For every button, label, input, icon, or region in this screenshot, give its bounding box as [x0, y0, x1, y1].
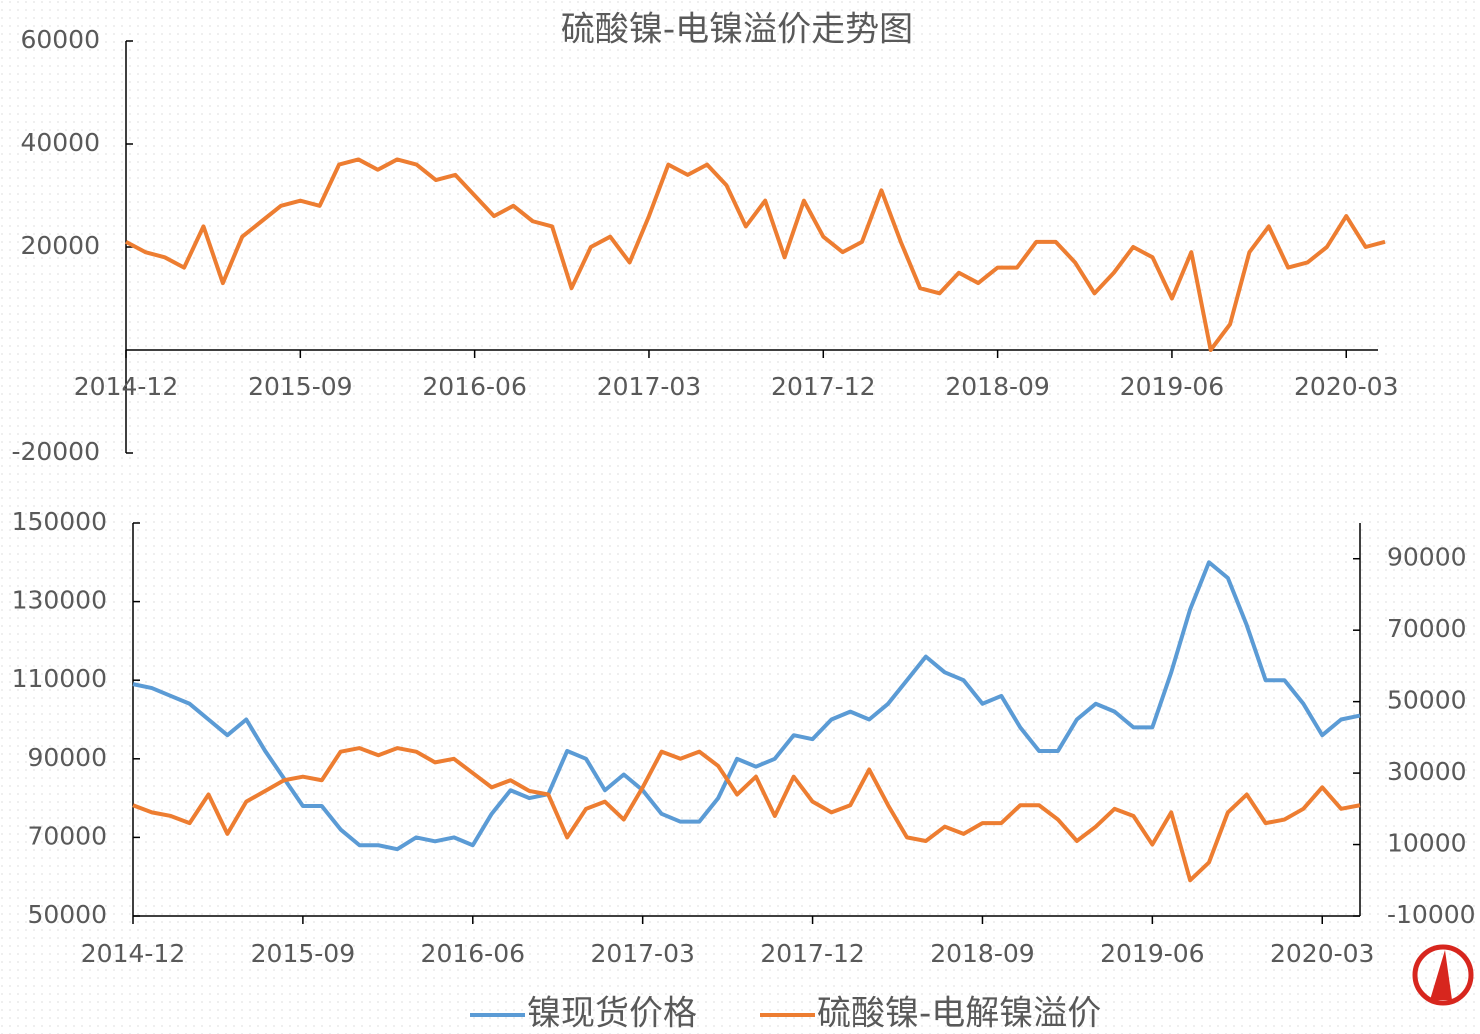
y-tick-label: 50000 — [27, 900, 107, 929]
logo — [1412, 944, 1474, 1006]
data-line — [132, 560, 1361, 852]
y-tick-label: 90000 — [27, 743, 107, 772]
legend-label: 硫酸镍-电解镍溢价 — [817, 994, 1101, 1034]
x-tick-label: 2020-03 — [1270, 939, 1374, 968]
x-tick-label: 2014-12 — [74, 372, 178, 401]
x-tick-label: 2015-09 — [248, 372, 352, 401]
x-tick-label: 2016-06 — [421, 939, 525, 968]
x-tick-label: 2014-12 — [81, 939, 185, 968]
x-tick-label: 2015-09 — [251, 939, 355, 968]
x-tick-label: 2017-03 — [597, 372, 701, 401]
y2-tick-label: 50000 — [1387, 686, 1467, 715]
x-tick-label: 2016-06 — [422, 372, 526, 401]
x-tick-label: 2017-12 — [760, 939, 864, 968]
x-tick-label: 2019-06 — [1120, 372, 1224, 401]
data-line — [132, 746, 1361, 883]
x-tick-label: 2017-03 — [590, 939, 694, 968]
x-tick-label: 2017-12 — [771, 372, 875, 401]
y2-tick-label: 70000 — [1387, 614, 1467, 643]
chart-title: 硫酸镍-电镍溢价走势图 — [561, 10, 913, 50]
y2-tick-label: 10000 — [1387, 829, 1467, 858]
y-tick-label: 60000 — [20, 25, 100, 54]
y2-tick-label: -10000 — [1387, 900, 1476, 929]
y-tick-label: 130000 — [12, 586, 107, 615]
y-tick-label: -20000 — [11, 437, 100, 466]
y-tick-label: 40000 — [20, 128, 100, 157]
data-line — [125, 157, 1386, 352]
y-tick-label: 70000 — [27, 821, 107, 850]
x-tick-label: 2018-09 — [945, 372, 1049, 401]
y2-tick-label: 90000 — [1387, 543, 1467, 572]
x-tick-label: 2019-06 — [1100, 939, 1204, 968]
y2-tick-label: 30000 — [1387, 757, 1467, 786]
y-tick-label: 150000 — [12, 507, 107, 536]
x-tick-label: 2020-03 — [1294, 372, 1398, 401]
y-tick-label: 110000 — [12, 664, 107, 693]
legend-label: 镍现货价格 — [527, 994, 697, 1034]
x-tick-label: 2018-09 — [930, 939, 1034, 968]
y-tick-label: 20000 — [20, 231, 100, 260]
